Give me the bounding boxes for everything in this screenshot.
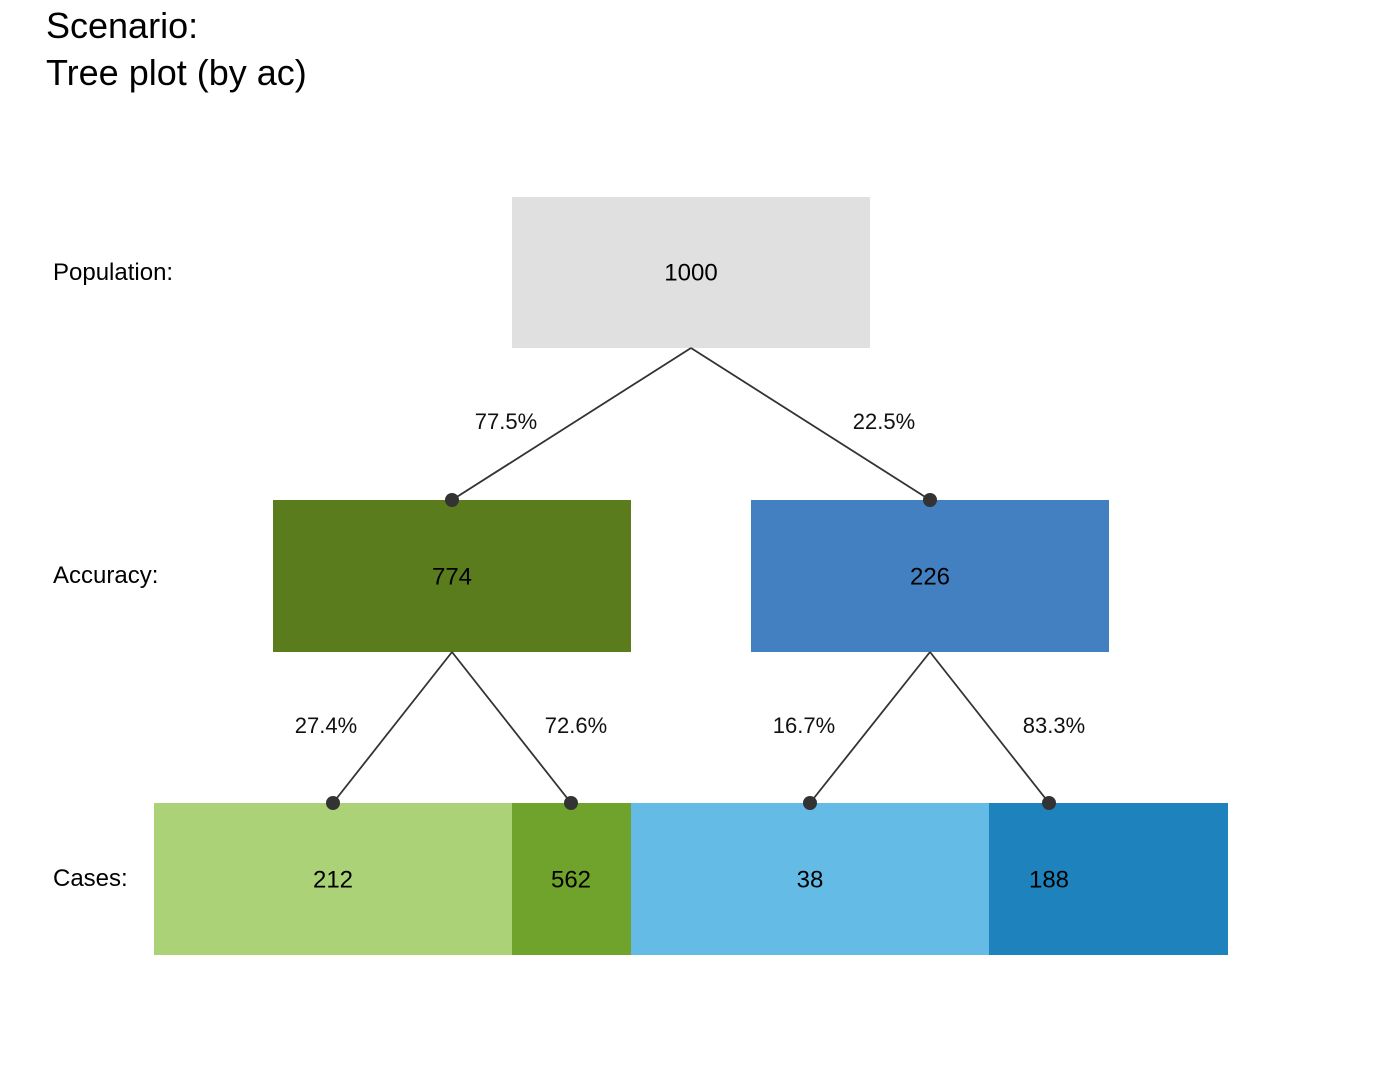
prob-acc0-case1: 72.6% bbox=[545, 713, 607, 738]
cases-box-3 bbox=[631, 803, 989, 955]
edge-root-left bbox=[451, 347, 692, 501]
cases-box-2 bbox=[512, 803, 631, 955]
row-label-accuracy: Accuracy: bbox=[53, 562, 158, 589]
prob-acc1-case2: 16.7% bbox=[773, 713, 835, 738]
edge-root-right bbox=[690, 347, 931, 501]
prob-acc0-case0: 27.4% bbox=[295, 713, 357, 738]
cases-value-2: 562 bbox=[551, 866, 591, 893]
accuracy-box-incorrect bbox=[751, 500, 1109, 652]
edges bbox=[332, 347, 1050, 804]
edge-endpoints bbox=[326, 493, 1056, 810]
accuracy-box-correct bbox=[273, 500, 631, 652]
dot-case-3 bbox=[1042, 796, 1056, 810]
cases-box-1 bbox=[154, 803, 512, 955]
dot-case-0 bbox=[326, 796, 340, 810]
cases-value-3: 38 bbox=[797, 866, 824, 893]
cases-value-4: 188 bbox=[1029, 866, 1069, 893]
row-label-population: Population: bbox=[53, 259, 173, 286]
edge-acc1-case3 bbox=[929, 651, 1050, 804]
edge-acc0-case1 bbox=[451, 651, 572, 804]
dot-acc-0 bbox=[445, 493, 459, 507]
dot-case-1 bbox=[564, 796, 578, 810]
cases-box-4 bbox=[989, 803, 1228, 955]
dot-case-2 bbox=[803, 796, 817, 810]
title-line-1: Scenario: bbox=[46, 5, 198, 46]
dot-acc-1 bbox=[923, 493, 937, 507]
title-line-2: Tree plot (by ac) bbox=[46, 52, 307, 93]
cases-value-1: 212 bbox=[313, 866, 353, 893]
prob-root-left: 77.5% bbox=[475, 409, 537, 434]
accuracy-value-correct: 774 bbox=[432, 563, 472, 590]
root-box bbox=[512, 197, 870, 348]
edge-acc0-case0 bbox=[332, 651, 453, 804]
edge-acc1-case2 bbox=[809, 651, 931, 804]
prob-root-right: 22.5% bbox=[853, 409, 915, 434]
row-label-cases: Cases: bbox=[53, 865, 128, 892]
root-value: 1000 bbox=[664, 259, 717, 286]
accuracy-value-incorrect: 226 bbox=[910, 563, 950, 590]
prob-acc1-case3: 83.3% bbox=[1023, 713, 1085, 738]
boxes bbox=[154, 197, 1228, 955]
